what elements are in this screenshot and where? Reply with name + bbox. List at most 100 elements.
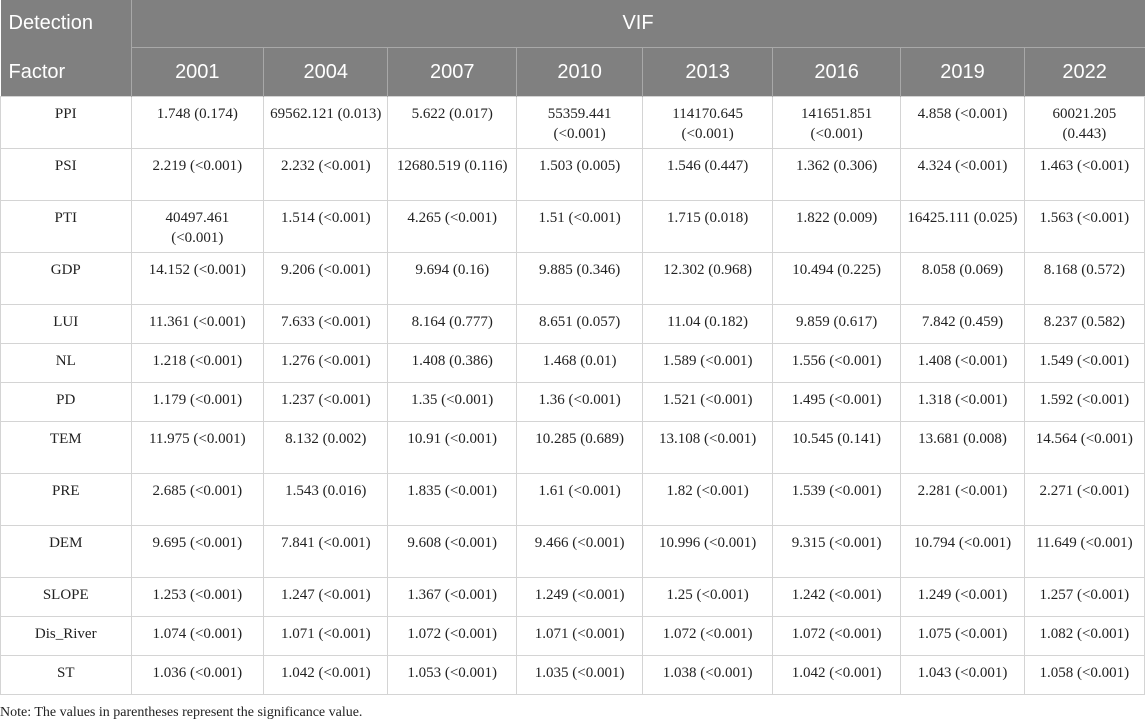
factor-cell: LUI bbox=[0, 304, 132, 344]
vif-value-cell: 1.257 (<0.001) bbox=[1023, 577, 1145, 617]
vif-value-cell: 1.276 (<0.001) bbox=[263, 343, 389, 383]
vif-value-cell: 1.546 (0.447) bbox=[642, 148, 773, 201]
vif-value-cell: 69562.121 (0.013) bbox=[263, 96, 389, 149]
vif-value-cell: 12680.519 (0.116) bbox=[387, 148, 517, 201]
factor-cell: Dis_River bbox=[0, 616, 132, 656]
vif-value-cell: 1.539 (<0.001) bbox=[771, 473, 902, 526]
vif-value-cell: 1.715 (0.018) bbox=[642, 200, 773, 253]
vif-value-cell: 9.694 (0.16) bbox=[387, 252, 517, 305]
factor-cell: TEM bbox=[0, 421, 132, 474]
vif-value-cell: 1.367 (<0.001) bbox=[387, 577, 517, 617]
year-header-2019: 2019 bbox=[900, 47, 1025, 97]
factor-cell: GDP bbox=[0, 252, 132, 305]
vif-value-cell: 4.858 (<0.001) bbox=[900, 96, 1025, 149]
vif-value-cell: 1.035 (<0.001) bbox=[515, 655, 644, 695]
vif-value-cell: 13.681 (0.008) bbox=[900, 421, 1025, 474]
vif-value-cell: 1.071 (<0.001) bbox=[263, 616, 389, 656]
table-row: PSI 2.219 (<0.001) 2.232 (<0.001) 12680.519… bbox=[0, 148, 1145, 201]
vif-value-cell: 10.545 (0.141) bbox=[771, 421, 902, 474]
vif-value-cell: 1.362 (0.306) bbox=[771, 148, 902, 201]
table-row: GDP 14.152 (<0.001) 9.206 (<0.001) 9.694 (0… bbox=[0, 252, 1145, 305]
vif-value-cell: 1.748 (0.174) bbox=[130, 96, 265, 149]
vif-value-cell: 2.685 (<0.001) bbox=[130, 473, 265, 526]
table-row: PD 1.179 (<0.001) 1.237 (<0.001) 1.35 (<0.0… bbox=[0, 382, 1145, 422]
factor-cell: PPI bbox=[0, 96, 132, 149]
vif-value-cell: 1.463 (<0.001) bbox=[1023, 148, 1145, 201]
vif-value-cell: 1.071 (<0.001) bbox=[515, 616, 644, 656]
vif-value-cell: 1.36 (<0.001) bbox=[515, 382, 644, 422]
detection-factor-header: Detection Factor bbox=[0, 0, 132, 97]
vif-value-cell: 10.494 (0.225) bbox=[771, 252, 902, 305]
vif-value-cell: 1.058 (<0.001) bbox=[1023, 655, 1145, 695]
vif-value-cell: 11.04 (0.182) bbox=[642, 304, 773, 344]
vif-value-cell: 10.794 (<0.001) bbox=[900, 525, 1025, 578]
vif-value-cell: 1.247 (<0.001) bbox=[263, 577, 389, 617]
year-header-2010: 2010 bbox=[515, 47, 643, 97]
vif-value-cell: 7.633 (<0.001) bbox=[263, 304, 389, 344]
vif-value-cell: 1.521 (<0.001) bbox=[642, 382, 773, 422]
vif-value-cell: 1.036 (<0.001) bbox=[130, 655, 265, 695]
vif-value-cell: 1.249 (<0.001) bbox=[515, 577, 644, 617]
vif-value-cell: 8.651 (0.057) bbox=[515, 304, 644, 344]
factor-cell: ST bbox=[0, 655, 132, 695]
vif-value-cell: 1.408 (<0.001) bbox=[900, 343, 1025, 383]
year-header-2001: 2001 bbox=[130, 47, 264, 97]
table-row: SLOPE 1.253 (<0.001) 1.247 (<0.001) 1.367 (… bbox=[0, 577, 1145, 617]
vif-value-cell: 9.466 (<0.001) bbox=[515, 525, 644, 578]
year-header-2022: 2022 bbox=[1023, 47, 1145, 97]
vif-value-cell: 4.265 (<0.001) bbox=[387, 200, 517, 253]
vif-value-cell: 1.503 (0.005) bbox=[515, 148, 644, 201]
vif-value-cell: 1.072 (<0.001) bbox=[771, 616, 902, 656]
vif-value-cell: 1.556 (<0.001) bbox=[771, 343, 902, 383]
vif-value-cell: 8.168 (0.572) bbox=[1023, 252, 1145, 305]
vif-value-cell: 1.589 (<0.001) bbox=[642, 343, 773, 383]
year-header-2004: 2004 bbox=[263, 47, 388, 97]
vif-value-cell: 1.074 (<0.001) bbox=[130, 616, 265, 656]
vif-value-cell: 1.242 (<0.001) bbox=[771, 577, 902, 617]
factor-cell: DEM bbox=[0, 525, 132, 578]
vif-value-cell: 1.043 (<0.001) bbox=[900, 655, 1025, 695]
vif-value-cell: 14.564 (<0.001) bbox=[1023, 421, 1145, 474]
table-row: DEM 9.695 (<0.001) 7.841 (<0.001) 9.608 (<0… bbox=[0, 525, 1145, 578]
year-header-2007: 2007 bbox=[387, 47, 517, 97]
factor-cell: PRE bbox=[0, 473, 132, 526]
vif-value-cell: 4.324 (<0.001) bbox=[900, 148, 1025, 201]
vif-value-cell: 1.082 (<0.001) bbox=[1023, 616, 1145, 656]
vif-table: Detection Factor VIF 2001 2004 2007 2010 201… bbox=[0, 0, 1145, 695]
table-header: Detection Factor VIF 2001 2004 2007 2010 201… bbox=[0, 0, 1145, 97]
vif-value-cell: 1.042 (<0.001) bbox=[263, 655, 389, 695]
vif-value-cell: 1.038 (<0.001) bbox=[642, 655, 773, 695]
vif-value-cell: 5.622 (0.017) bbox=[387, 96, 517, 149]
vif-value-cell: 9.206 (<0.001) bbox=[263, 252, 389, 305]
vif-value-cell: 1.408 (0.386) bbox=[387, 343, 517, 383]
vif-value-cell: 1.218 (<0.001) bbox=[130, 343, 265, 383]
factor-cell: PSI bbox=[0, 148, 132, 201]
vif-value-cell: 1.543 (0.016) bbox=[263, 473, 389, 526]
vif-value-cell: 8.058 (0.069) bbox=[900, 252, 1025, 305]
table-row: Dis_River 1.074 (<0.001) 1.071 (<0.001) 1.0… bbox=[0, 616, 1145, 656]
vif-value-cell: 1.249 (<0.001) bbox=[900, 577, 1025, 617]
vif-value-cell: 2.232 (<0.001) bbox=[263, 148, 389, 201]
vif-value-cell: 10.285 (0.689) bbox=[515, 421, 644, 474]
factor-cell: SLOPE bbox=[0, 577, 132, 617]
vif-value-cell: 1.51 (<0.001) bbox=[515, 200, 644, 253]
table-row: ST 1.036 (<0.001) 1.042 (<0.001) 1.053 (<0.… bbox=[0, 655, 1145, 695]
year-header-2013: 2013 bbox=[642, 47, 773, 97]
vif-value-cell: 1.549 (<0.001) bbox=[1023, 343, 1145, 383]
vif-value-cell: 11.649 (<0.001) bbox=[1023, 525, 1145, 578]
vif-value-cell: 1.495 (<0.001) bbox=[771, 382, 902, 422]
table-row: PTI 40497.461 (<0.001) 1.514 (<0.001) 4.265… bbox=[0, 200, 1145, 253]
vif-value-cell: 1.042 (<0.001) bbox=[771, 655, 902, 695]
vif-value-cell: 141651.851 (<0.001) bbox=[771, 96, 902, 149]
vif-value-cell: 1.072 (<0.001) bbox=[387, 616, 517, 656]
vif-value-cell: 10.996 (<0.001) bbox=[642, 525, 773, 578]
year-header-2016: 2016 bbox=[771, 47, 901, 97]
vif-value-cell: 8.164 (0.777) bbox=[387, 304, 517, 344]
vif-value-cell: 1.514 (<0.001) bbox=[263, 200, 389, 253]
vif-value-cell: 1.179 (<0.001) bbox=[130, 382, 265, 422]
vif-value-cell: 12.302 (0.968) bbox=[642, 252, 773, 305]
table-row: LUI 11.361 (<0.001) 7.633 (<0.001) 8.164 (0… bbox=[0, 304, 1145, 344]
table-row: NL 1.218 (<0.001) 1.276 (<0.001) 1.408 (0.3… bbox=[0, 343, 1145, 383]
vif-value-cell: 1.592 (<0.001) bbox=[1023, 382, 1145, 422]
vif-value-cell: 1.822 (0.009) bbox=[771, 200, 902, 253]
